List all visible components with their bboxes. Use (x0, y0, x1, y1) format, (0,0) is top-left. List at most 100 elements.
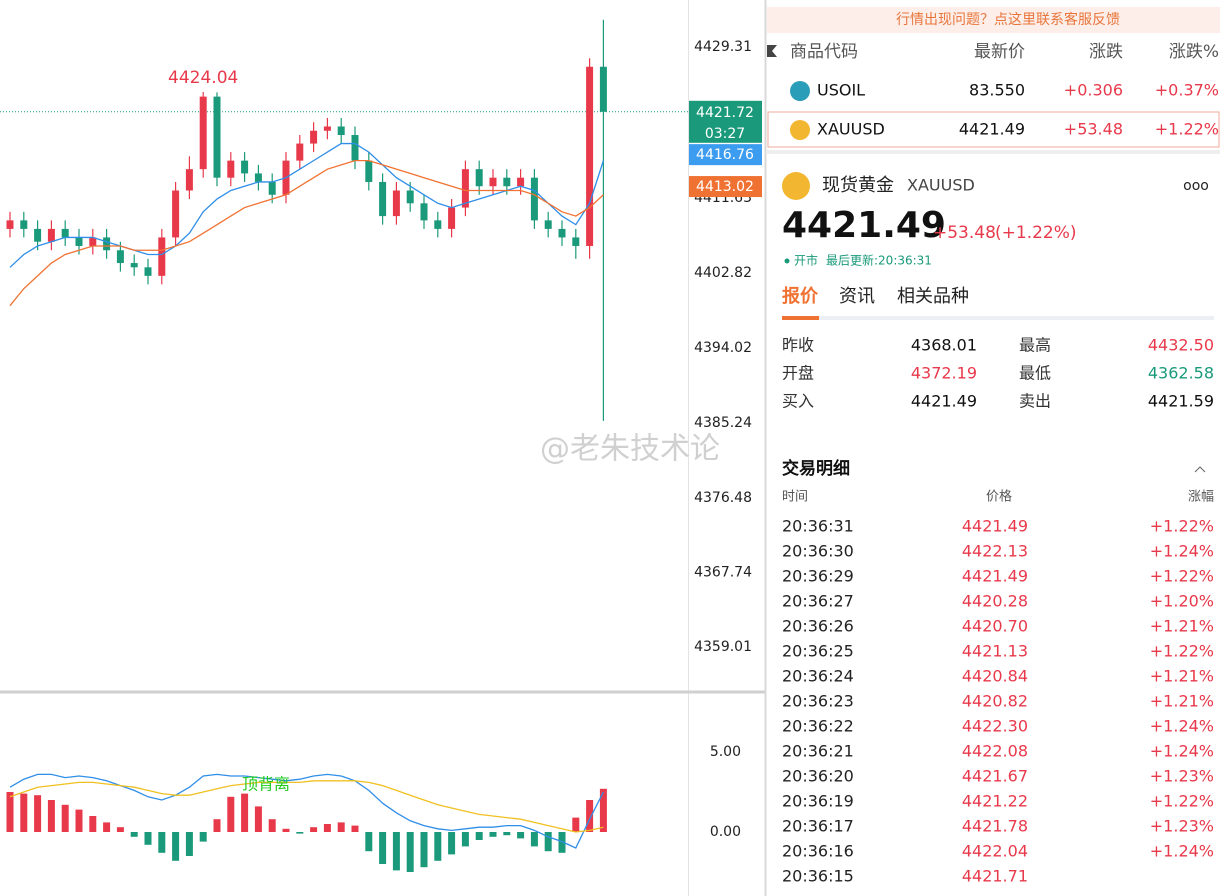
macd-bar (103, 822, 111, 832)
macd-bar (6, 792, 14, 832)
watchlist-header: 商品代码 (790, 42, 858, 62)
macd-tick-label: 5.00 (710, 744, 741, 760)
macd-bar (213, 819, 221, 832)
candle-body (6, 220, 14, 229)
macd-bar (517, 832, 525, 839)
candle-body (75, 237, 83, 246)
last-price: 4421.49 (782, 205, 946, 246)
watchlist-cell[interactable]: XAUUSD (817, 120, 885, 139)
tab[interactable]: 资讯 (839, 286, 875, 307)
candle-body (475, 169, 483, 187)
candle-body (20, 220, 28, 229)
candle-body (365, 160, 373, 182)
collapse-icon[interactable] (1194, 466, 1206, 473)
watchlist-cell[interactable]: 4421.49 (959, 120, 1025, 139)
candle-body (599, 66, 607, 112)
candle-body (323, 126, 331, 131)
macd-bar (434, 832, 442, 861)
candle-body (392, 190, 400, 217)
feedback-text[interactable]: 行情出现问题？点这里联系客服反馈 (896, 11, 1120, 28)
macd-bar (185, 832, 193, 856)
tab-underline (782, 316, 819, 320)
candle-body (158, 237, 166, 276)
high-annotation: 4424.04 (168, 68, 238, 88)
trade-cell: 20:36:17 (782, 817, 854, 836)
trade-cell: 4422.30 (962, 717, 1028, 736)
stat-cell: 买入 (782, 392, 814, 411)
trade-cell: 4420.82 (962, 692, 1028, 711)
candle-body (572, 237, 580, 246)
candle-body (103, 237, 111, 251)
candle-body (530, 177, 538, 221)
price-percent: (+1.22%) (995, 223, 1077, 243)
candle-body (489, 177, 497, 187)
watchlist-header: 最新价 (974, 42, 1025, 62)
macd-bar (199, 832, 207, 842)
ma-fast-line (9, 142, 605, 268)
macd-tick-label: 0.00 (710, 824, 741, 840)
macd-bar (475, 832, 483, 840)
trade-cell: 20:36:15 (782, 867, 854, 886)
dif-line (9, 773, 604, 849)
watchlist-cell[interactable]: +0.37% (1155, 81, 1219, 100)
macd-bar (172, 832, 180, 861)
macd-bar (268, 819, 276, 832)
macd-bar (323, 824, 331, 832)
stat-cell: 4432.50 (1148, 336, 1214, 355)
price-tag (689, 100, 762, 143)
tab-track (782, 316, 1214, 320)
watchlist-cell[interactable]: 83.550 (969, 81, 1025, 100)
trade-cell: +1.21% (1150, 692, 1214, 711)
trade-cell: 20:36:25 (782, 642, 854, 661)
candle-body (351, 135, 359, 161)
y-tick-label: 4367.74 (694, 565, 752, 581)
candle-body (47, 228, 55, 242)
watchlist-cell[interactable]: USOIL (817, 81, 865, 100)
trade-cell: 20:36:26 (782, 617, 854, 636)
macd-annotation: 顶背离 (242, 775, 290, 794)
feedback-banner[interactable] (767, 7, 1220, 33)
stat-cell: 4421.59 (1148, 392, 1214, 411)
selected-row (767, 111, 1220, 148)
trade-cell: 20:36:16 (782, 842, 854, 861)
flag-icon (767, 45, 777, 57)
trade-cell: +1.22% (1150, 567, 1214, 586)
tab[interactable]: 相关品种 (897, 286, 969, 307)
trade-cell: 4421.71 (962, 867, 1028, 886)
stat-cell: 4421.49 (911, 392, 977, 411)
macd-bar (351, 825, 359, 832)
more-icon[interactable]: ooo (1183, 178, 1209, 194)
watchlist-cell[interactable]: +1.22% (1155, 120, 1219, 139)
trade-cell: +1.24% (1150, 717, 1214, 736)
macd-bar (530, 832, 538, 847)
candle-body (558, 228, 566, 238)
stat-cell: 最高 (1019, 336, 1051, 355)
macd-bar (586, 800, 594, 832)
macd-bar (158, 832, 166, 853)
macd-bar (599, 788, 607, 832)
macd-bar (75, 809, 83, 832)
macd-bar (420, 832, 428, 868)
trade-cell: 4421.22 (962, 792, 1028, 811)
macd-bar (503, 832, 511, 836)
y-tick-label: 4359.01 (694, 639, 752, 655)
candle-body (448, 207, 456, 229)
macd-bar (227, 796, 235, 832)
macd-bar (61, 804, 69, 832)
trade-cell: 20:36:30 (782, 542, 854, 561)
tab[interactable]: 报价 (782, 285, 819, 307)
trade-cell: 4420.28 (962, 592, 1028, 611)
trade-cell: 4421.78 (962, 817, 1028, 836)
macd-bar (448, 832, 456, 855)
watchlist-cell[interactable]: +0.306 (1064, 81, 1123, 100)
macd-bar (365, 832, 373, 852)
macd-bar (20, 793, 28, 832)
watchlist-cell[interactable]: +53.48 (1064, 120, 1123, 139)
candle-body (172, 190, 180, 238)
macd-bar (406, 832, 414, 872)
price-tag-label: 4413.02 (696, 179, 754, 195)
candle-body (420, 203, 428, 221)
watermark: @老朱技术论 (540, 432, 720, 467)
macd-bar (47, 800, 55, 832)
